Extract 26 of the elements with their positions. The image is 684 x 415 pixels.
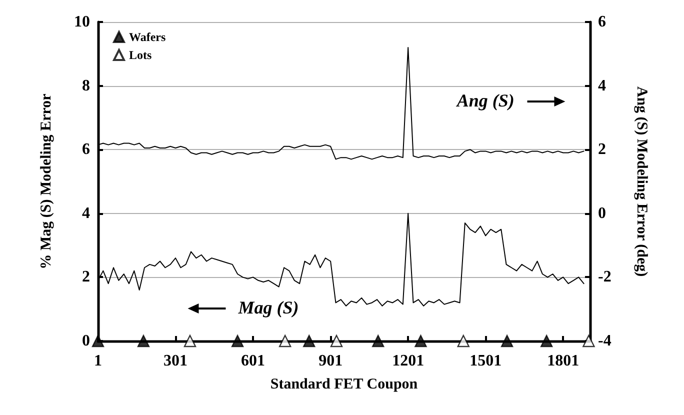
y-tick-label: 10 bbox=[74, 14, 90, 30]
y-tick-label: 4 bbox=[82, 204, 90, 222]
y2-tick-label: 0 bbox=[598, 204, 606, 222]
y2-axis-title: Ang (S) Modeling Error (deg) bbox=[634, 86, 650, 277]
x-tick-label: 1 bbox=[94, 352, 102, 370]
y2-tick-label: -2 bbox=[598, 268, 612, 286]
y-axis-title: % Mag (S) Modeling Error bbox=[38, 93, 54, 270]
y2-tick-label: 4 bbox=[598, 77, 606, 94]
legend-label: Mag (S) bbox=[238, 298, 299, 318]
y-tick-label: 8 bbox=[82, 77, 90, 94]
y2-tick-label: -4 bbox=[598, 332, 612, 350]
x-tick-label: 1501 bbox=[470, 352, 502, 370]
y2-tick-label: 6 bbox=[598, 14, 606, 30]
x-tick-label: 301 bbox=[164, 352, 188, 370]
y-tick-label: 0 bbox=[82, 332, 90, 350]
y-tick-label: 6 bbox=[82, 141, 90, 158]
x-tick-label: 901 bbox=[318, 352, 343, 370]
y2-tick-label: 2 bbox=[598, 141, 606, 158]
x-axis-title: Standard FET Coupon bbox=[270, 376, 418, 392]
legend-label: Wafers bbox=[129, 30, 166, 44]
text: Ang (S) bbox=[456, 90, 514, 111]
y-tick-label: 2 bbox=[82, 268, 90, 286]
x-tick-label: 1201 bbox=[392, 352, 424, 370]
x-tick-label: 1801 bbox=[547, 352, 580, 370]
legend-label: Lots bbox=[129, 48, 152, 62]
x-tick-label: 601 bbox=[241, 352, 266, 370]
